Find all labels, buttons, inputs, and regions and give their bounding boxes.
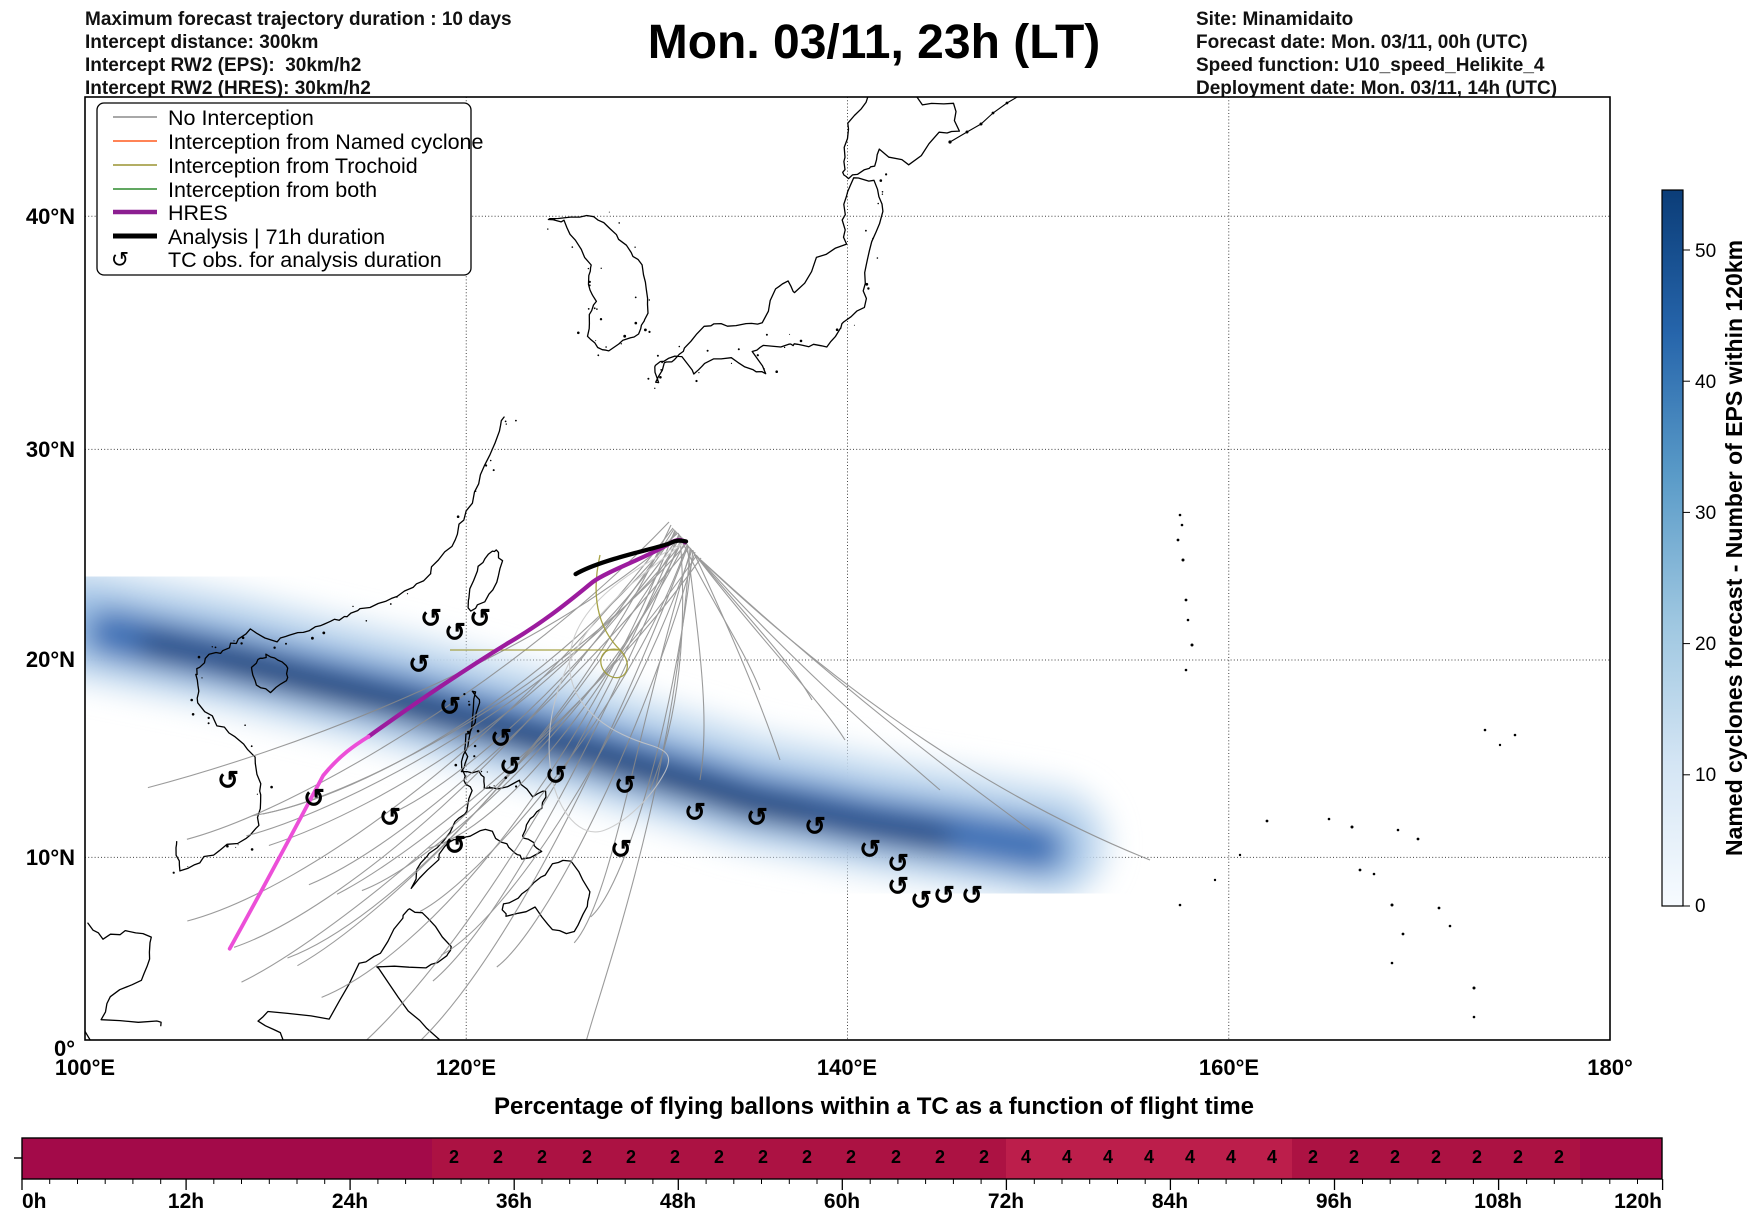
svg-text:Interception from both: Interception from both	[168, 178, 377, 202]
svg-text:↺: ↺	[379, 802, 401, 832]
svg-text:2: 2	[802, 1147, 812, 1167]
svg-text:↺: ↺	[804, 811, 826, 841]
svg-text:40°N: 40°N	[26, 204, 75, 229]
svg-text:↺: ↺	[444, 617, 466, 647]
svg-text:↺: ↺	[303, 783, 325, 813]
svg-text:↺: ↺	[746, 802, 768, 832]
svg-text:72h: 72h	[988, 1190, 1024, 1213]
svg-text:100°E: 100°E	[55, 1055, 115, 1080]
svg-text:2: 2	[1472, 1147, 1482, 1167]
svg-text:TC obs. for analysis duration: TC obs. for analysis duration	[168, 248, 442, 272]
svg-text:24h: 24h	[332, 1190, 368, 1213]
svg-text:Percentage of flying ballons w: Percentage of flying ballons within a TC…	[494, 1093, 1254, 1120]
svg-text:50: 50	[1695, 241, 1716, 262]
svg-text:120°E: 120°E	[436, 1055, 496, 1080]
svg-text:Analysis | 71h duration: Analysis | 71h duration	[168, 225, 385, 249]
svg-text:↺: ↺	[961, 880, 983, 910]
svg-text:120h: 120h	[1614, 1190, 1662, 1213]
svg-text:2: 2	[670, 1147, 680, 1167]
svg-text:2: 2	[449, 1147, 459, 1167]
svg-text:2: 2	[1554, 1147, 1564, 1167]
svg-text:84h: 84h	[1152, 1190, 1188, 1213]
svg-text:36h: 36h	[496, 1190, 532, 1213]
svg-text:2: 2	[979, 1147, 989, 1167]
svg-text:0h: 0h	[22, 1190, 47, 1213]
svg-text:2: 2	[714, 1147, 724, 1167]
svg-text:↺: ↺	[490, 723, 512, 753]
svg-text:2: 2	[1513, 1147, 1523, 1167]
svg-text:4: 4	[1021, 1147, 1031, 1167]
svg-text:↺: ↺	[910, 885, 932, 915]
svg-text:4: 4	[1103, 1147, 1113, 1167]
svg-text:HRES: HRES	[168, 201, 228, 225]
svg-text:↺: ↺	[469, 603, 491, 633]
svg-text:4: 4	[1062, 1147, 1072, 1167]
svg-text:↺: ↺	[420, 603, 442, 633]
svg-text:↺: ↺	[545, 760, 567, 790]
svg-text:10: 10	[1695, 765, 1716, 786]
svg-text:2: 2	[537, 1147, 547, 1167]
svg-text:40: 40	[1695, 372, 1716, 393]
svg-text:2: 2	[1390, 1147, 1400, 1167]
svg-text:↺: ↺	[614, 770, 636, 800]
svg-text:2: 2	[758, 1147, 768, 1167]
svg-text:10°N: 10°N	[26, 845, 75, 870]
svg-text:2: 2	[582, 1147, 592, 1167]
svg-text:2: 2	[891, 1147, 901, 1167]
svg-text:↺: ↺	[444, 830, 466, 860]
svg-text:108h: 108h	[1474, 1190, 1522, 1213]
svg-text:48h: 48h	[660, 1190, 696, 1213]
svg-text:4: 4	[1226, 1147, 1236, 1167]
svg-text:↺: ↺	[408, 649, 430, 679]
svg-text:4: 4	[1144, 1147, 1154, 1167]
svg-text:↺: ↺	[684, 797, 706, 827]
svg-text:12h: 12h	[168, 1190, 204, 1213]
svg-text:2: 2	[626, 1147, 636, 1167]
svg-text:↺: ↺	[217, 765, 239, 795]
svg-text:96h: 96h	[1316, 1190, 1352, 1213]
svg-text:160°E: 160°E	[1199, 1055, 1259, 1080]
svg-text:Interception from Trochoid: Interception from Trochoid	[168, 154, 418, 178]
svg-text:↺: ↺	[610, 834, 632, 864]
svg-text:↺: ↺	[887, 848, 909, 878]
svg-text:4: 4	[1267, 1147, 1277, 1167]
svg-text:2: 2	[935, 1147, 945, 1167]
svg-text:2: 2	[493, 1147, 503, 1167]
svg-text:4: 4	[1185, 1147, 1195, 1167]
svg-text:↺: ↺	[933, 880, 955, 910]
svg-text:140°E: 140°E	[817, 1055, 877, 1080]
svg-text:0: 0	[1695, 896, 1706, 917]
svg-text:180°: 180°	[1587, 1055, 1633, 1080]
svg-text:↺: ↺	[439, 691, 461, 721]
svg-text:20°N: 20°N	[26, 647, 75, 672]
svg-text:60h: 60h	[824, 1190, 860, 1213]
svg-text:2: 2	[846, 1147, 856, 1167]
svg-text:↺: ↺	[499, 751, 521, 781]
svg-text:2: 2	[1431, 1147, 1441, 1167]
svg-text:2: 2	[1349, 1147, 1359, 1167]
svg-text:Interception from Named cyclon: Interception from Named cyclone	[168, 130, 483, 154]
svg-text:No Interception: No Interception	[168, 106, 314, 130]
svg-text:Named cyclones forecast - Numb: Named cyclones forecast - Number of EPS …	[1721, 240, 1747, 856]
svg-text:2: 2	[1308, 1147, 1318, 1167]
svg-text:↺: ↺	[859, 834, 881, 864]
svg-text:↺: ↺	[111, 247, 129, 272]
svg-text:30°N: 30°N	[26, 437, 75, 462]
svg-text:30: 30	[1695, 503, 1716, 524]
svg-text:20: 20	[1695, 634, 1716, 655]
